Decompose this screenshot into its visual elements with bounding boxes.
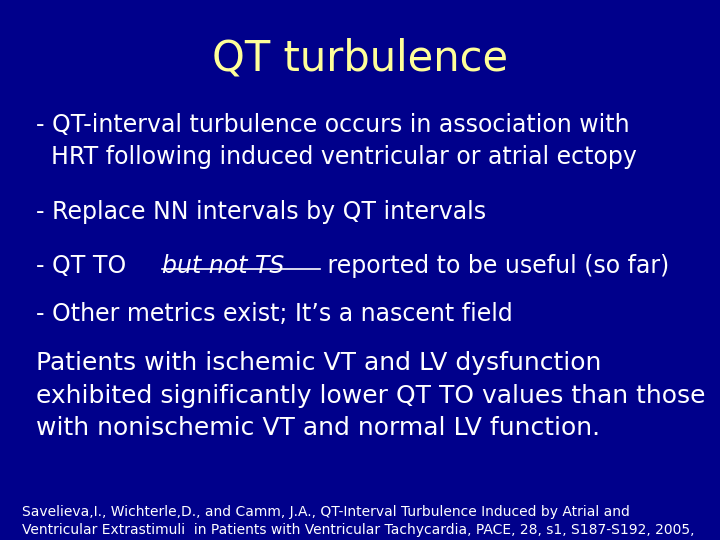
Text: - QT TO: - QT TO (36, 254, 134, 278)
Text: - Other metrics exist; It’s a nascent field: - Other metrics exist; It’s a nascent fi… (36, 302, 513, 326)
Text: Ventricular Extrastimuli  in Patients with Ventricular Tachycardia, PACE, 28, s1: Ventricular Extrastimuli in Patients wit… (22, 523, 694, 537)
Text: reported to be useful (so far): reported to be useful (so far) (320, 254, 670, 278)
Text: but not TS: but not TS (162, 254, 284, 278)
Text: - Replace NN intervals by QT intervals: - Replace NN intervals by QT intervals (36, 200, 486, 224)
Text: Savelieva,I., Wichterle,D., and Camm, J.A., QT-Interval Turbulence Induced by At: Savelieva,I., Wichterle,D., and Camm, J.… (22, 505, 629, 519)
Text: QT turbulence: QT turbulence (212, 38, 508, 80)
Text: - QT-interval turbulence occurs in association with
  HRT following induced vent: - QT-interval turbulence occurs in assoc… (36, 113, 637, 169)
Text: Patients with ischemic VT and LV dysfunction
exhibited significantly lower QT TO: Patients with ischemic VT and LV dysfunc… (36, 351, 706, 440)
